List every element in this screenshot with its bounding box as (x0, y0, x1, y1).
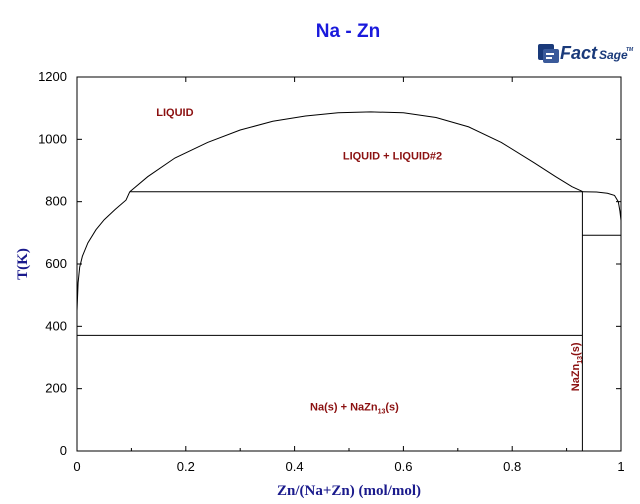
logo-word-fact: Fact (560, 43, 598, 63)
x-tick-label: 0.2 (177, 459, 195, 474)
phase-boundaries (76, 111, 622, 451)
y-axis: 0 200 400 600 800 1000 1200 (38, 69, 621, 458)
y-tick-label: 400 (45, 318, 67, 333)
compound-phase-label: NaZn13(s) (570, 342, 584, 391)
factsage-logo: Fact Sage TM (538, 43, 634, 63)
phase-boundary-0 (76, 191, 131, 311)
x-tick-label: 0 (73, 459, 80, 474)
x-tick-label: 0.4 (286, 459, 304, 474)
y-tick-label: 1000 (38, 131, 67, 146)
region-labels: LIQUID LIQUID + LIQUID#2 Na(s) + NaZn13(s)… (156, 107, 584, 416)
y-tick-label: 0 (60, 443, 67, 458)
y-tick-label: 800 (45, 194, 67, 209)
phase-boundary-2 (582, 191, 622, 236)
chart-title: Na - Zn (316, 21, 380, 42)
logo-word-sage: Sage (599, 48, 628, 62)
region-label-solid: Na(s) + NaZn13(s) (310, 401, 399, 415)
region-label: LIQUID + LIQUID#2 (343, 151, 442, 163)
y-tick-label: 600 (45, 256, 67, 271)
logo-trademark: TM (626, 47, 634, 53)
x-tick-label: 0.8 (503, 459, 521, 474)
region-label: LIQUID (156, 107, 193, 119)
y-tick-label: 1200 (38, 69, 67, 84)
phase-boundary-1 (129, 111, 584, 193)
x-axis-label: Zn/(Na+Zn) (mol/mol) (277, 483, 421, 499)
y-tick-label: 200 (45, 381, 67, 396)
plot-frame (76, 76, 622, 452)
logo-mark-icon (538, 44, 559, 63)
x-tick-label: 1 (617, 459, 624, 474)
x-tick-label: 0.6 (394, 459, 412, 474)
x-axis: 0 0.2 0.4 0.6 0.8 1 (73, 77, 625, 474)
y-axis-label: T(K) (15, 248, 31, 280)
